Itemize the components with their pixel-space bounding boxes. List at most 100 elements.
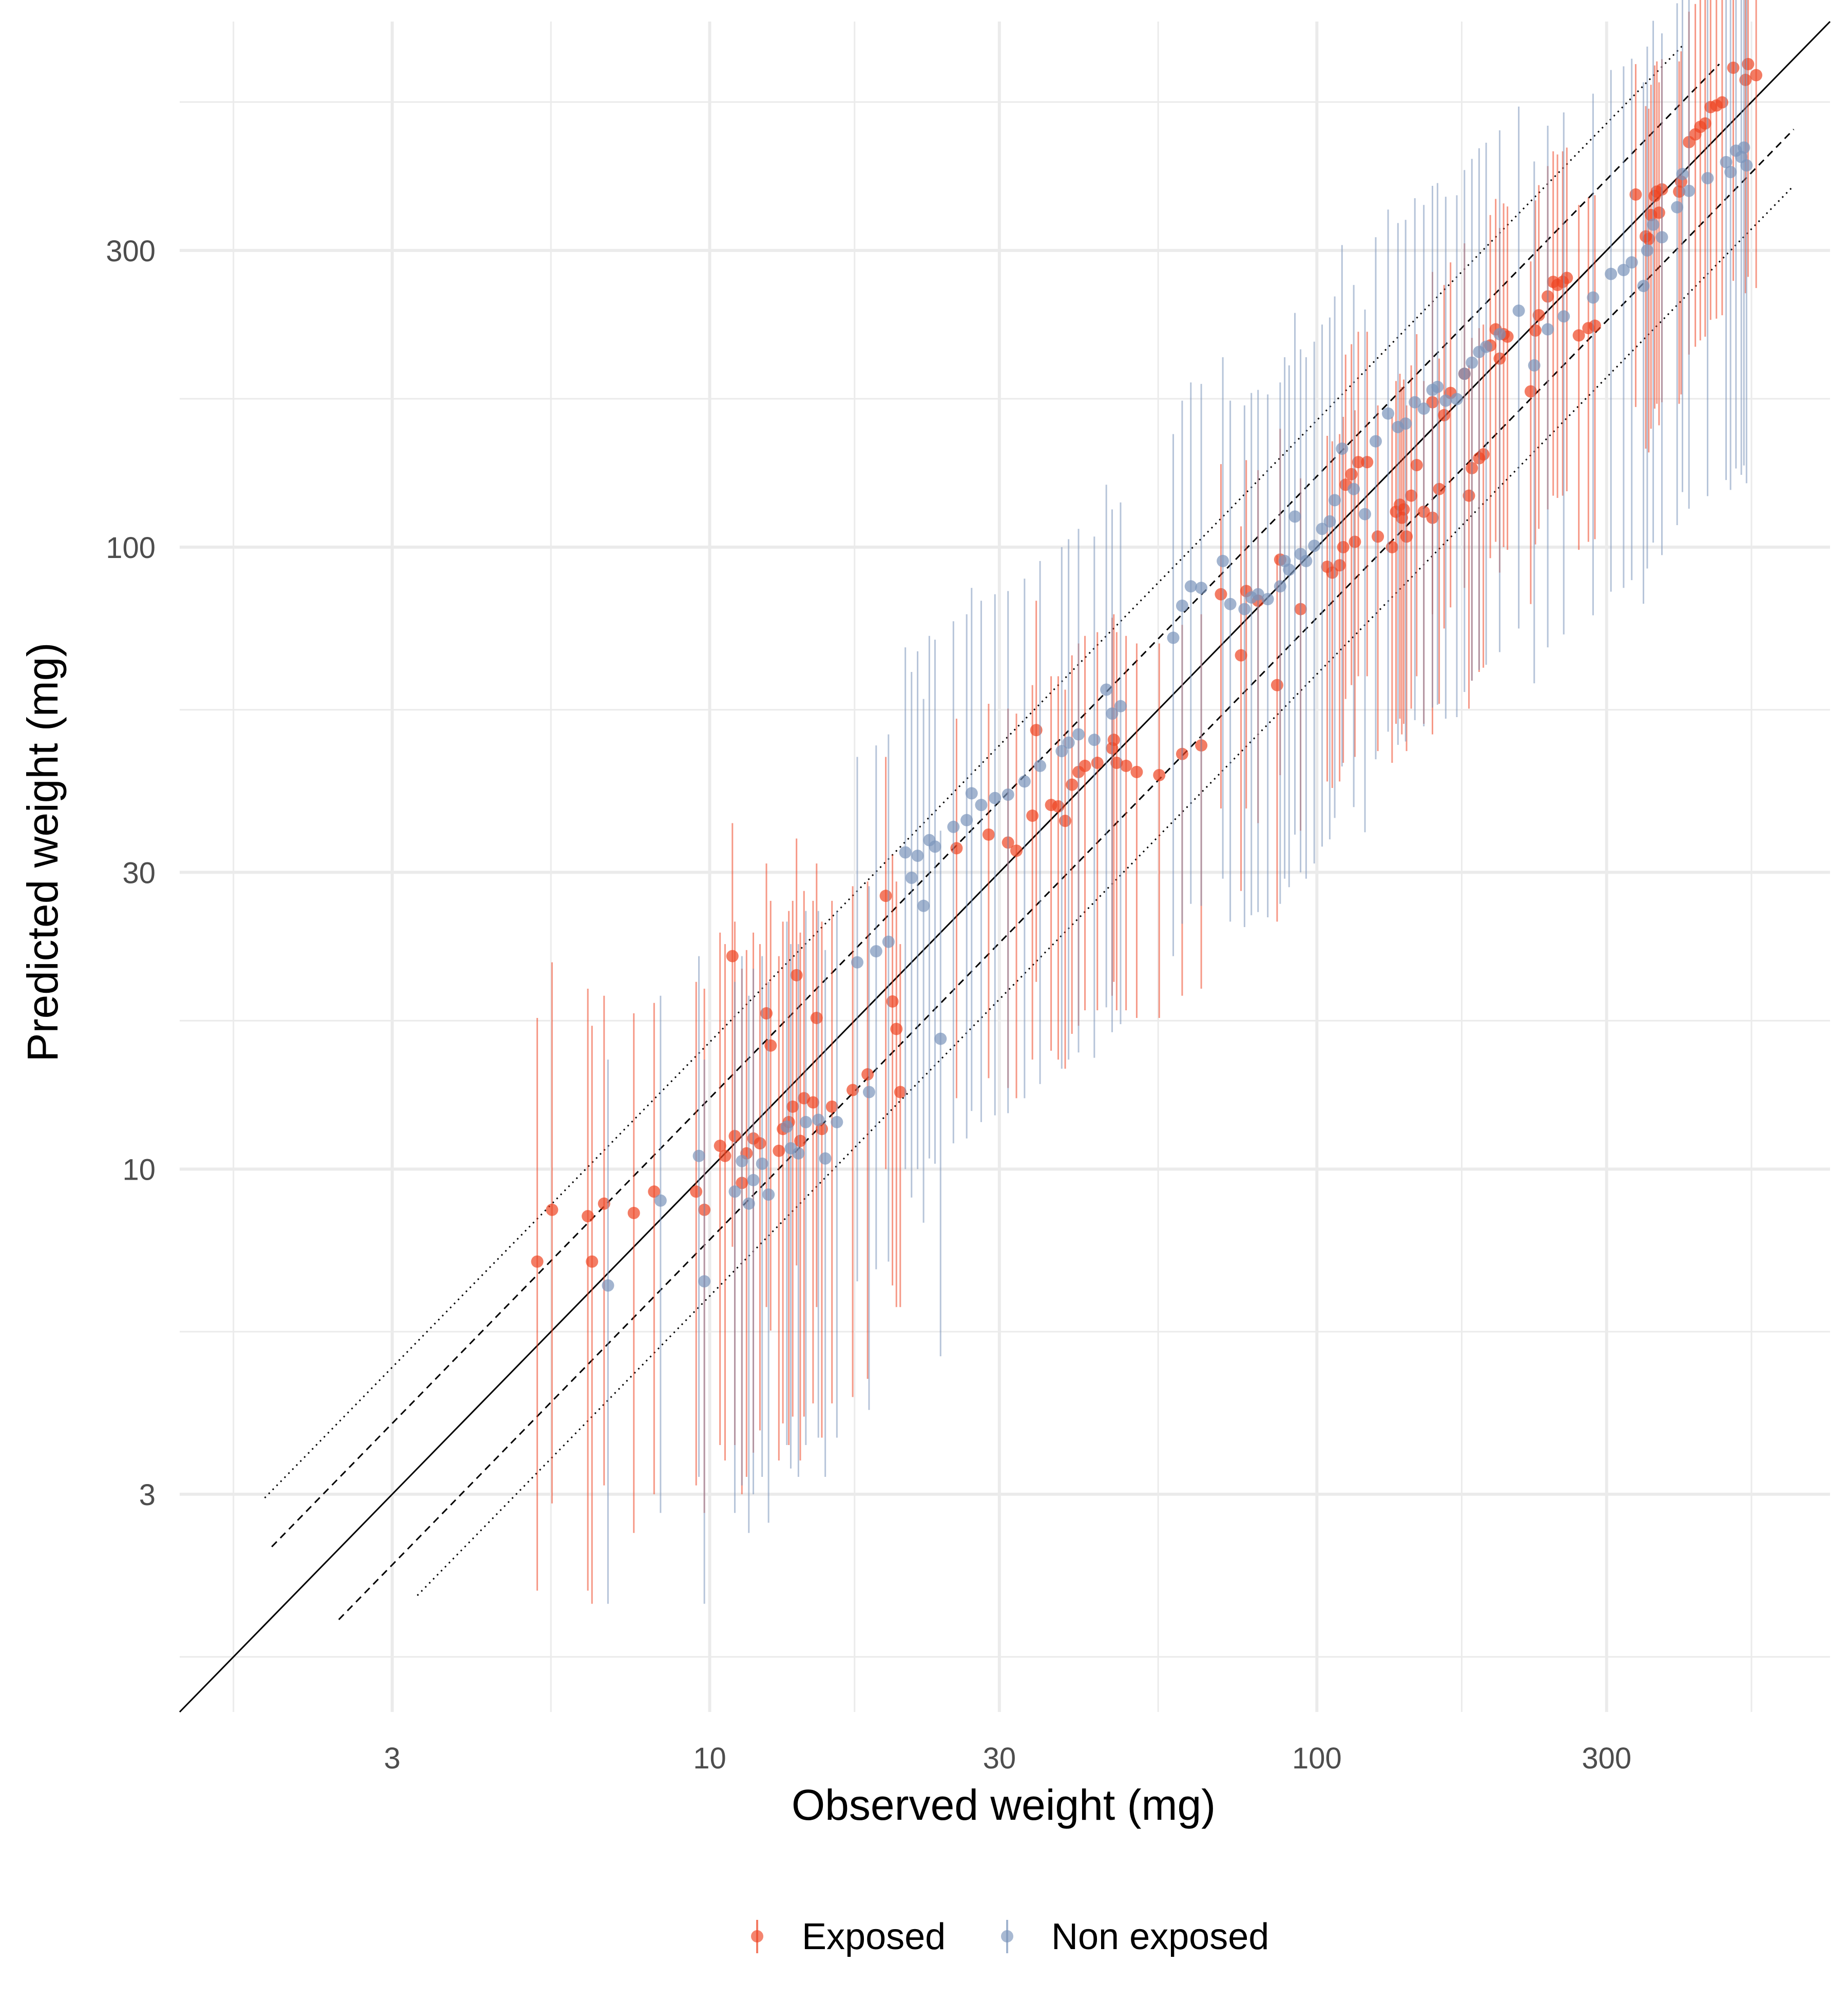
data-point bbox=[1361, 456, 1374, 469]
data-point bbox=[1701, 172, 1714, 185]
data-point bbox=[764, 1039, 777, 1052]
data-point bbox=[726, 950, 739, 962]
data-point bbox=[654, 1194, 667, 1207]
data-point bbox=[1652, 206, 1665, 219]
data-point bbox=[627, 1206, 640, 1219]
data-point bbox=[1512, 304, 1525, 317]
data-point bbox=[1740, 159, 1753, 172]
data-point bbox=[1348, 483, 1360, 495]
y-tick-label: 30 bbox=[122, 856, 156, 890]
y-axis-ticks: 3 10 30 100 300 bbox=[106, 235, 156, 1512]
data-point bbox=[692, 1149, 705, 1162]
data-point bbox=[690, 1185, 703, 1198]
data-point bbox=[1399, 417, 1412, 430]
data-point bbox=[1671, 201, 1684, 214]
data-point bbox=[1458, 368, 1471, 380]
data-point bbox=[1336, 442, 1349, 455]
data-point bbox=[714, 1140, 726, 1152]
data-point bbox=[1528, 359, 1541, 372]
data-point bbox=[1742, 57, 1755, 70]
data-point bbox=[1091, 757, 1104, 769]
data-point bbox=[1699, 117, 1711, 130]
series-non-exposed bbox=[602, 0, 1753, 1604]
data-point bbox=[1215, 588, 1227, 601]
data-point bbox=[846, 1084, 859, 1096]
data-point bbox=[736, 1154, 748, 1167]
data-point bbox=[1100, 683, 1113, 696]
reference-line-solid bbox=[179, 21, 1831, 1713]
data-point bbox=[810, 1011, 823, 1024]
data-point bbox=[1557, 310, 1570, 323]
data-point bbox=[975, 799, 988, 812]
data-point bbox=[1352, 456, 1365, 469]
data-point bbox=[851, 956, 863, 969]
data-point bbox=[1605, 267, 1618, 280]
data-point bbox=[1176, 600, 1188, 612]
y-tick-label: 100 bbox=[106, 531, 156, 565]
data-point bbox=[1034, 759, 1047, 772]
legend-item-exposed: Exposed bbox=[751, 1916, 946, 1957]
data-point bbox=[1716, 96, 1728, 109]
data-point bbox=[1572, 329, 1585, 342]
data-point bbox=[1683, 184, 1696, 197]
data-point bbox=[1450, 393, 1463, 406]
data-point bbox=[1002, 788, 1014, 801]
reference-line-dotted bbox=[416, 185, 1795, 1596]
data-point bbox=[812, 1113, 825, 1126]
data-point bbox=[586, 1255, 599, 1268]
data-point bbox=[890, 1023, 903, 1035]
data-point bbox=[1238, 603, 1251, 615]
data-point bbox=[1629, 188, 1642, 201]
data-point bbox=[1439, 394, 1452, 407]
data-point bbox=[1727, 61, 1740, 74]
data-point bbox=[870, 945, 882, 958]
data-point bbox=[1224, 598, 1237, 610]
data-point bbox=[1316, 523, 1329, 535]
legend-key-exposed-point bbox=[751, 1930, 763, 1942]
data-point bbox=[934, 1032, 947, 1045]
data-point bbox=[1329, 494, 1341, 507]
data-point bbox=[950, 842, 963, 855]
data-point bbox=[780, 1120, 793, 1133]
data-point bbox=[1079, 759, 1091, 772]
data-point bbox=[1167, 631, 1180, 644]
data-point bbox=[1372, 530, 1384, 543]
data-point bbox=[1656, 231, 1668, 244]
data-point bbox=[1088, 734, 1101, 746]
data-point bbox=[1130, 765, 1143, 778]
data-point bbox=[1431, 380, 1444, 393]
data-point bbox=[825, 1100, 838, 1113]
legend: Exposed Non exposed bbox=[751, 1916, 1269, 1957]
x-tick-label: 300 bbox=[1582, 1742, 1631, 1775]
data-point bbox=[719, 1149, 732, 1162]
major-gridlines bbox=[180, 22, 1830, 1712]
data-point bbox=[1410, 459, 1423, 472]
data-point bbox=[1382, 407, 1395, 420]
data-point bbox=[1641, 244, 1653, 257]
y-axis-title: Predicted weight (mg) bbox=[18, 643, 67, 1062]
x-axis-ticks: 3 10 30 100 300 bbox=[384, 1742, 1631, 1775]
data-point bbox=[598, 1197, 610, 1210]
data-point bbox=[1724, 166, 1737, 179]
data-point bbox=[728, 1185, 741, 1198]
data-point bbox=[861, 1068, 874, 1081]
data-point bbox=[960, 814, 973, 826]
x-tick-label: 3 bbox=[384, 1742, 400, 1775]
data-point bbox=[1625, 256, 1638, 269]
data-point bbox=[1153, 768, 1166, 781]
data-point bbox=[1345, 468, 1358, 480]
data-point bbox=[602, 1279, 614, 1292]
data-point bbox=[698, 1275, 711, 1288]
data-point bbox=[1466, 356, 1478, 369]
data-point bbox=[911, 850, 924, 862]
data-point bbox=[1052, 800, 1065, 813]
data-point bbox=[819, 1152, 832, 1165]
data-point bbox=[1010, 844, 1023, 857]
data-point bbox=[1235, 649, 1247, 662]
data-point bbox=[894, 1086, 907, 1099]
data-point bbox=[1270, 679, 1283, 691]
data-point bbox=[1195, 582, 1208, 594]
data-point bbox=[1274, 580, 1286, 593]
minor-gridlines bbox=[180, 22, 1830, 1712]
data-point bbox=[648, 1185, 661, 1198]
